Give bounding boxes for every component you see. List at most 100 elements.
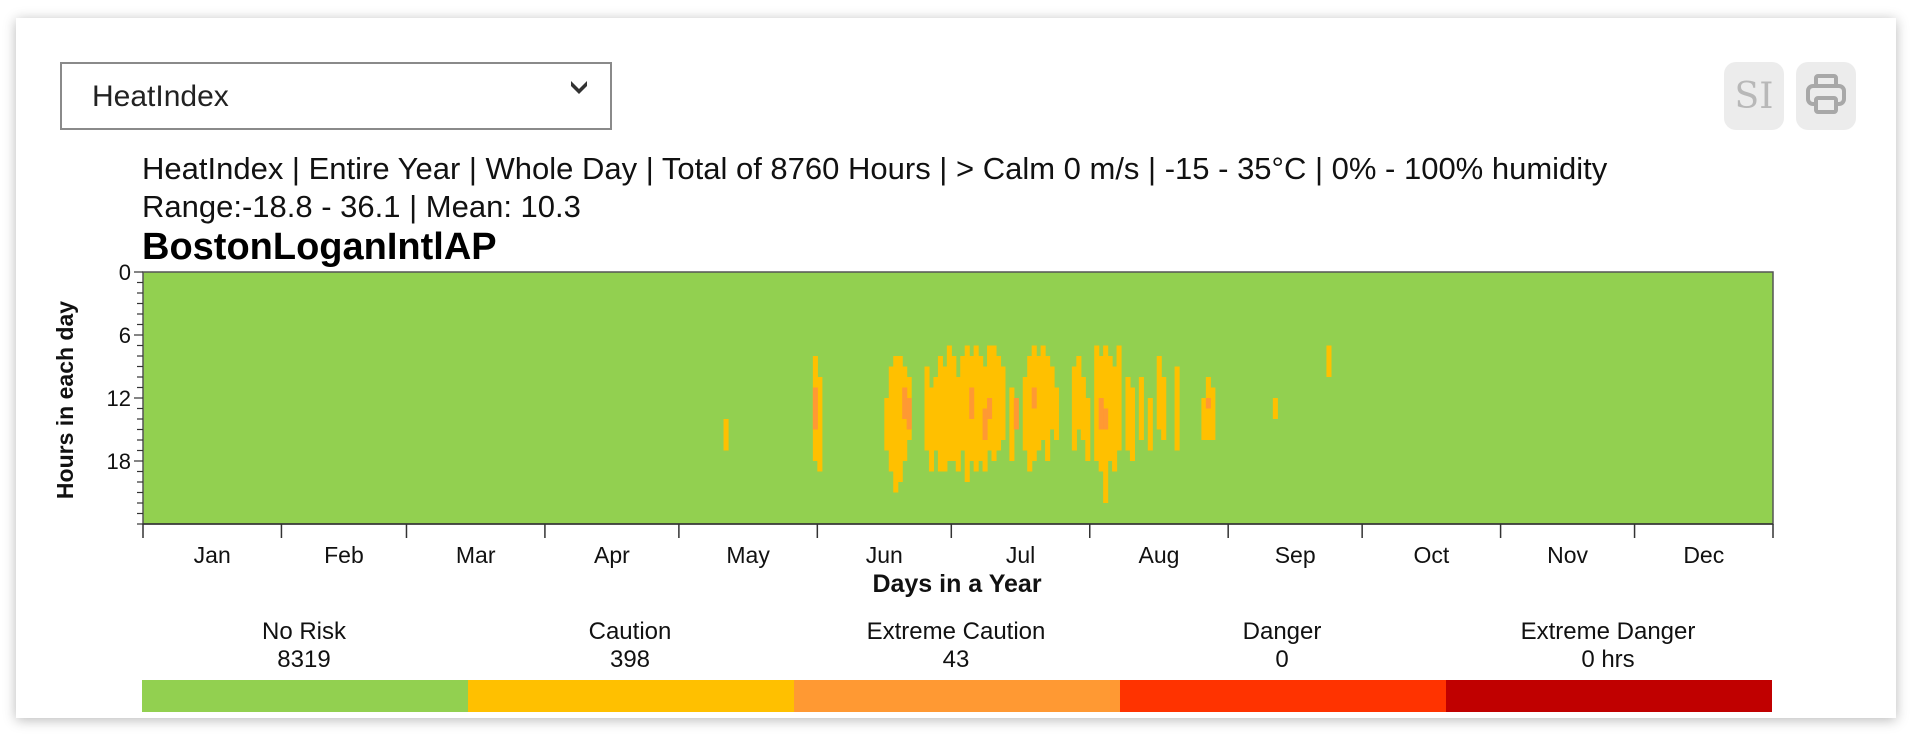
legend-color-swatch bbox=[794, 680, 1120, 712]
si-units-label: SI bbox=[1734, 75, 1774, 117]
heatmap-cell-caution bbox=[973, 345, 979, 472]
heatmap-cell-caution bbox=[964, 345, 970, 482]
heatmap-cell-caution bbox=[1125, 377, 1131, 451]
legend-value: 0 hrs bbox=[1581, 646, 1635, 673]
heatmap-cell-caution bbox=[1116, 345, 1122, 451]
si-units-button[interactable]: SI bbox=[1724, 62, 1784, 130]
x-axis-label: Days in a Year bbox=[872, 570, 1041, 598]
x-tick-label: Nov bbox=[1547, 542, 1588, 568]
y-tick-label: 18 bbox=[107, 449, 131, 474]
legend-value: 0 bbox=[1275, 646, 1289, 673]
heatmap-cell-caution bbox=[1138, 377, 1144, 440]
heatmap-cell-caution bbox=[1210, 387, 1216, 440]
plot-area bbox=[143, 272, 1773, 524]
heatmap-cell-caution bbox=[924, 366, 930, 451]
heatmap-cell-caution bbox=[1174, 366, 1180, 451]
metric-select[interactable]: HeatIndex bbox=[60, 62, 612, 130]
legend-label: Extreme Caution bbox=[866, 618, 1046, 645]
heatmap-cell-caution bbox=[1272, 398, 1278, 419]
heatmap-cell-caution bbox=[928, 387, 935, 472]
legend-value: 398 bbox=[609, 646, 651, 673]
heatmap-cell-caution bbox=[955, 377, 961, 472]
heatmap-cell-caution bbox=[951, 356, 957, 461]
heatmap-cell-caution bbox=[723, 419, 729, 451]
heatmap-cell-caution bbox=[1027, 356, 1033, 472]
heatmap-cell-extreme-caution bbox=[902, 387, 908, 419]
heatmap-cell-caution bbox=[1094, 345, 1100, 461]
heatmap-cell-extreme-caution bbox=[1098, 398, 1104, 430]
heatmap-cell-caution bbox=[1156, 356, 1162, 430]
heatmap-cell-caution bbox=[884, 398, 890, 451]
legend-item: Extreme Caution 43 bbox=[794, 618, 1118, 674]
legend-color-swatch bbox=[1446, 680, 1772, 712]
x-tick-label: Aug bbox=[1138, 542, 1179, 568]
legend-label: Extreme Danger bbox=[1520, 618, 1696, 645]
x-tick-label: Mar bbox=[456, 542, 496, 568]
metric-select-value: HeatIndex bbox=[92, 80, 229, 113]
legend-value: 8319 bbox=[277, 646, 331, 673]
print-button[interactable] bbox=[1796, 62, 1856, 130]
heatmap-cell-caution bbox=[1107, 356, 1113, 461]
y-tick-label: 6 bbox=[119, 323, 131, 348]
legend-color-swatch bbox=[468, 680, 794, 712]
x-tick-label: Jul bbox=[1006, 542, 1035, 568]
heatmap-cell-extreme-caution bbox=[1205, 398, 1211, 409]
legend-item: No Risk 8319 bbox=[142, 618, 466, 674]
legend-label: No Risk bbox=[261, 618, 346, 645]
printer-icon bbox=[1803, 71, 1849, 122]
heatmap-cell-caution bbox=[1201, 398, 1207, 440]
heatmap-cell-caution bbox=[995, 356, 1002, 451]
heatmap-cell-caution bbox=[1085, 398, 1091, 461]
y-tick-label: 0 bbox=[119, 260, 131, 285]
heatmap-cell-extreme-caution bbox=[1031, 387, 1037, 409]
x-tick-label: Sep bbox=[1275, 542, 1316, 568]
heatmap-cell-caution bbox=[1071, 366, 1077, 451]
heatmap-cell-caution bbox=[1036, 356, 1042, 451]
legend-item: Extreme Danger 0 hrs bbox=[1446, 618, 1770, 674]
heatmap-cell-caution bbox=[1049, 366, 1055, 430]
legend-color-swatch bbox=[142, 680, 468, 712]
heatmap-cell-caution bbox=[991, 345, 997, 461]
heatmap-cell-caution bbox=[888, 366, 894, 472]
heatmap-cell-caution bbox=[1000, 366, 1006, 440]
heatmap-cell-caution bbox=[1080, 377, 1086, 440]
heatmap-cell-caution bbox=[897, 356, 903, 482]
heatmap-cell-extreme-caution bbox=[1013, 398, 1019, 430]
heatmap-cell-caution bbox=[1326, 345, 1332, 377]
y-axis-label: Hours in each day bbox=[52, 301, 78, 499]
legend-item: Caution 398 bbox=[468, 618, 792, 674]
heatmap-cell-caution bbox=[1054, 387, 1060, 440]
heatmap-cell-extreme-caution bbox=[982, 408, 988, 440]
heatmap-cell-caution bbox=[817, 377, 823, 472]
x-tick-label: Apr bbox=[594, 542, 630, 568]
legend-label: Danger bbox=[1242, 618, 1322, 645]
legend-label: Caution bbox=[588, 618, 672, 645]
heatmap-cell-caution bbox=[1129, 387, 1135, 461]
heatmap-cell-caution bbox=[1112, 366, 1118, 472]
heatmap-cell-caution bbox=[893, 356, 899, 493]
y-tick-label: 12 bbox=[107, 386, 131, 411]
x-tick-label: Feb bbox=[324, 542, 364, 568]
heatmap-cell-caution bbox=[1076, 356, 1082, 430]
summary-text: HeatIndex | Entire Year | Whole Day | To… bbox=[142, 150, 1607, 226]
heatmap-cell-caution bbox=[1147, 398, 1153, 451]
chevron-down-icon bbox=[568, 76, 590, 103]
heatmap-cell-caution bbox=[946, 345, 952, 461]
x-tick-label: Jun bbox=[866, 542, 903, 568]
summary-line-2: Range:-18.8 - 36.1 | Mean: 10.3 bbox=[142, 189, 581, 224]
legend-item: Danger 0 bbox=[1120, 618, 1444, 674]
heatmap-cell-caution bbox=[1045, 356, 1051, 461]
heatmap-cell-extreme-caution bbox=[987, 398, 993, 419]
x-tick-label: Dec bbox=[1683, 542, 1724, 568]
legend-value: 43 bbox=[942, 646, 970, 673]
axes: 0 6 12 18 Jan Feb Mar Apr May Jun Jul Aug Sep Oct Nov D… bbox=[107, 260, 1774, 568]
heatmap-cell-extreme-caution bbox=[906, 398, 912, 430]
heatmap-cell-caution bbox=[933, 377, 939, 451]
heatmap-cell-caution bbox=[1022, 377, 1028, 451]
heatmap-cell-extreme-caution bbox=[812, 387, 818, 430]
x-tick-label: Oct bbox=[1413, 542, 1449, 568]
station-title: BostonLoganIntlAP bbox=[142, 226, 497, 268]
heatmap-cell-extreme-caution bbox=[1103, 408, 1109, 430]
heatmap-cell-caution bbox=[937, 356, 943, 472]
